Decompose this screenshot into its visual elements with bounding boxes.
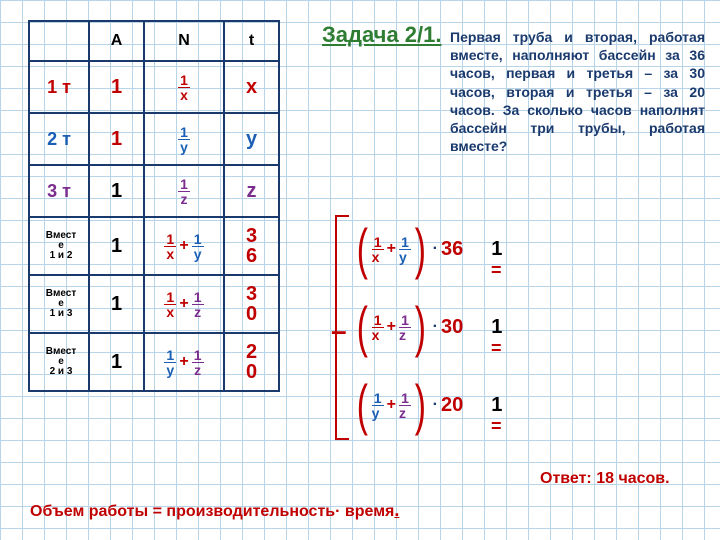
th-a: A bbox=[89, 21, 144, 61]
combo-row: Вместе 1 и 311x+1z30 bbox=[29, 275, 279, 333]
eq-mult-value: 36 bbox=[441, 238, 463, 261]
paren-close-icon: ) bbox=[415, 377, 426, 433]
equals-sign: = bbox=[491, 260, 502, 281]
combo-label: Вместе 1 и 2 bbox=[29, 217, 89, 275]
paren-open-icon: ( bbox=[357, 299, 368, 355]
problem-text: Первая труба и вторая, работая вместе, н… bbox=[450, 28, 705, 155]
paren-close-icon: ) bbox=[415, 221, 426, 277]
equation-row: (1y+1z)·201= bbox=[353, 366, 502, 444]
plus-sign: + bbox=[387, 318, 396, 336]
pipe-row: 2 т11yy bbox=[29, 113, 279, 165]
cell-t: 20 bbox=[224, 333, 279, 391]
paren-open-icon: ( bbox=[357, 221, 368, 277]
combo-label: Вместе 1 и 3 bbox=[29, 275, 89, 333]
eq-result: 1 bbox=[491, 316, 502, 339]
th-t: t bbox=[224, 21, 279, 61]
cell-a: 1 bbox=[89, 217, 144, 275]
combo-row: Вместе 1 и 211x+1y36 bbox=[29, 217, 279, 275]
answer-text: Ответ: 18 часов. bbox=[540, 470, 670, 488]
pipe-label: 1 т bbox=[29, 61, 89, 113]
cell-t: 30 bbox=[224, 275, 279, 333]
cell-a: 1 bbox=[89, 113, 144, 165]
cell-a: 1 bbox=[89, 275, 144, 333]
eq-mult-value: 20 bbox=[441, 394, 463, 417]
equation-system: – (1x+1y)·361=(1x+1z)·301=(1y+1z)·201= bbox=[335, 210, 502, 444]
pipe-row: 1 т11xx bbox=[29, 61, 279, 113]
eq-mult-value: 30 bbox=[441, 316, 463, 339]
th-n: N bbox=[144, 21, 224, 61]
plus-sign: + bbox=[387, 396, 396, 414]
eq-result: 1 bbox=[491, 238, 502, 261]
th-blank bbox=[29, 21, 89, 61]
paren-open-icon: ( bbox=[357, 377, 368, 433]
combo-label: Вместе 2 и 3 bbox=[29, 333, 89, 391]
cell-a: 1 bbox=[89, 61, 144, 113]
cell-a: 1 bbox=[89, 333, 144, 391]
cell-t: z bbox=[224, 165, 279, 217]
cell-n: 1z bbox=[144, 165, 224, 217]
formula-text: Объем работы = производительность· время… bbox=[30, 500, 399, 521]
cell-n: 1x bbox=[144, 61, 224, 113]
minus-sign: – bbox=[331, 315, 347, 347]
eq-result: 1 bbox=[491, 394, 502, 417]
cell-n: 1x+1z bbox=[144, 275, 224, 333]
cell-a: 1 bbox=[89, 165, 144, 217]
plus-sign: + bbox=[387, 240, 396, 258]
pipe-row: 3 т11zz bbox=[29, 165, 279, 217]
paren-close-icon: ) bbox=[415, 299, 426, 355]
cell-n: 1y bbox=[144, 113, 224, 165]
equals-sign: = bbox=[491, 338, 502, 359]
cell-t: 36 bbox=[224, 217, 279, 275]
equals-sign: = bbox=[491, 416, 502, 437]
cell-n: 1y+1z bbox=[144, 333, 224, 391]
combo-row: Вместе 2 и 311y+1z20 bbox=[29, 333, 279, 391]
mult-dot: · bbox=[433, 318, 438, 336]
equation-row: (1x+1y)·361= bbox=[353, 210, 502, 288]
cell-n: 1x+1y bbox=[144, 217, 224, 275]
pipe-label: 2 т bbox=[29, 113, 89, 165]
mult-dot: · bbox=[433, 240, 438, 258]
cell-t: y bbox=[224, 113, 279, 165]
table-header-row: A N t bbox=[29, 21, 279, 61]
cell-t: x bbox=[224, 61, 279, 113]
work-table: A N t 1 т11xx2 т11yy3 т11zzВместе 1 и 21… bbox=[28, 20, 280, 392]
pipe-label: 3 т bbox=[29, 165, 89, 217]
mult-dot: · bbox=[433, 396, 438, 414]
task-title: Задача 2/1. bbox=[322, 22, 442, 48]
equation-row: (1x+1z)·301= bbox=[353, 288, 502, 366]
